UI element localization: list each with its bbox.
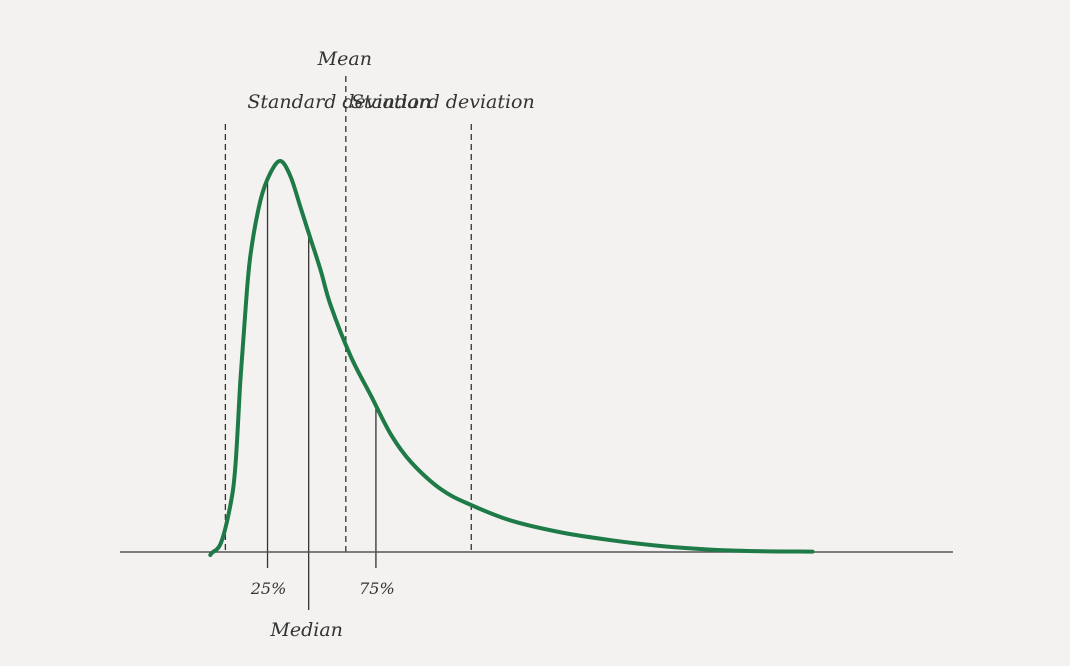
reference-line-label: Standard deviation <box>351 91 535 113</box>
quantile-marker-lines <box>266 180 377 610</box>
reference-lines <box>224 76 472 552</box>
quantile-label: 75% <box>359 579 395 598</box>
reference-line-label: Standard deviation <box>247 91 431 113</box>
reference-line-label: Mean <box>317 48 372 70</box>
chart-labels: Standard deviation Mean Standard deviation… <box>247 48 534 641</box>
quantile-label: 25% <box>250 579 287 598</box>
density-curve <box>208 158 815 557</box>
median-label: Median <box>269 619 343 641</box>
